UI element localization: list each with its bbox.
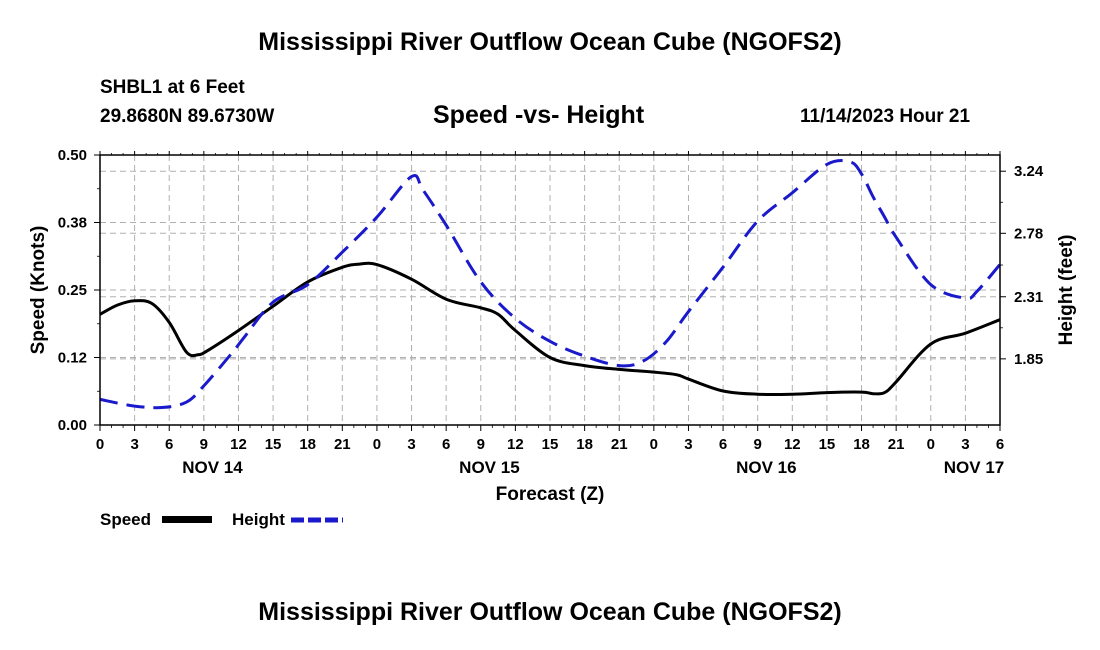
x-tick-label: 15 [265,436,282,453]
x-axis-label: Forecast (Z) [496,484,605,505]
legend-height-label: Height [232,510,285,529]
station-coordinates: 29.8680N 89.6730W [100,106,275,127]
y2-tick-label: 3.24 [1014,163,1044,180]
x-tick-label: 21 [334,436,351,453]
legend-speed-swatch [162,516,212,523]
y2-tick-label: 2.78 [1014,225,1043,242]
x-tick-label: 3 [130,436,138,453]
y-axis-label: Speed (Knots) [28,226,49,355]
x-tick-label: 3 [407,436,415,453]
x-tick-label: 15 [819,436,836,453]
grid-lines [100,155,1000,425]
forecast-date: 11/14/2023 Hour 21 [800,106,971,127]
x-tick-label: 6 [442,436,450,453]
chart-title: Mississippi River Outflow Ocean Cube (NG… [258,28,842,56]
y-tick-label: 0.00 [58,417,87,434]
speed-line [99,261,1001,397]
x-tick-label: 9 [200,436,208,453]
y2-tick-label: 1.85 [1014,351,1043,368]
x-tick-label: 0 [96,436,104,453]
legend-speed-label: Speed [100,510,152,529]
x-tick-label: 12 [507,436,524,453]
x-tick-label: 15 [542,436,559,453]
x-tick-label: 6 [719,436,727,453]
x-tick-label: 0 [373,436,381,453]
day-label: NOV 16 [736,458,796,477]
x-tick-label: 3 [961,436,969,453]
x-tick-label: 12 [784,436,801,453]
y2-tick-label: 2.31 [1014,289,1043,306]
height-line [99,159,1002,410]
station-label: SHBL1 at 6 Feet [100,77,245,98]
axes: 0 3 6 9 12 15 18 21 0 3 6 9 12 15 18 21 0 3 6 9 12 15 18 21 0 3 6N… [28,147,1077,505]
y-tick-label: 0.50 [58,147,87,164]
legend-swatches [162,516,343,523]
y-tick-label: 0.12 [58,350,87,367]
chart-subtitle: Speed -vs- Height [433,101,645,129]
y2-axis-label: Height (feet) [1056,235,1077,346]
x-tick-label: 6 [996,436,1004,453]
day-label: NOV 15 [459,458,519,477]
day-label: NOV 14 [182,458,243,477]
x-tick-label: 9 [477,436,485,453]
x-tick-label: 9 [754,436,762,453]
x-tick-label: 0 [650,436,658,453]
y-tick-label: 0.25 [58,282,87,299]
x-tick-label: 18 [576,436,593,453]
x-tick-label: 12 [230,436,247,453]
x-tick-label: 3 [684,436,692,453]
x-tick-label: 18 [299,436,316,453]
day-label: NOV 17 [944,458,1004,477]
series-layer [99,159,1002,410]
x-tick-label: 0 [927,436,935,453]
footer-title: Mississippi River Outflow Ocean Cube (NG… [258,598,842,626]
x-tick-label: 21 [611,436,628,453]
x-tick-label: 6 [165,436,173,453]
y-tick-label: 0.38 [58,215,87,232]
x-tick-label: 18 [853,436,870,453]
x-tick-label: 21 [888,436,905,453]
